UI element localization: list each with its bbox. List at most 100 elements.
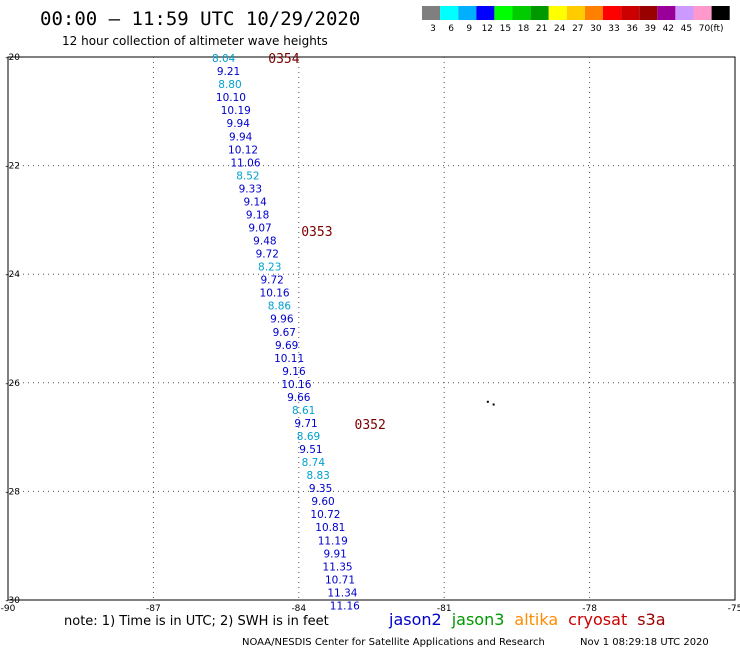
legend-swatch	[603, 6, 622, 20]
swh-value: 9.72	[260, 275, 283, 287]
legend-label: 12	[482, 24, 493, 34]
legend-swatch	[512, 6, 531, 20]
swh-value: 9.51	[299, 444, 322, 456]
swh-value: 10.71	[325, 574, 355, 586]
swh-value: 9.14	[243, 196, 267, 208]
legend-swatch	[675, 6, 694, 20]
latitude-tick-label: -20	[5, 53, 20, 63]
swh-value: 9.66	[287, 392, 311, 404]
legend-label: 70	[699, 24, 711, 34]
legend-label: 30	[590, 24, 602, 34]
satellite-label: altika	[514, 610, 558, 629]
satellite-label: jason2	[388, 610, 442, 629]
graticule	[8, 57, 735, 600]
swh-value: 9.69	[275, 340, 298, 352]
longitude-tick-label: -75	[728, 604, 740, 614]
latitude-tick-label: -24	[5, 270, 20, 280]
swh-value: 11.06	[230, 157, 260, 169]
swh-value: 9.71	[294, 418, 317, 430]
legend-swatch	[657, 6, 676, 20]
satellite-label: s3a	[637, 610, 665, 629]
land-mark	[486, 400, 489, 403]
swh-value: 9.72	[256, 249, 279, 261]
satellite-label: cryosat	[568, 610, 627, 629]
legend-swatch	[422, 6, 441, 20]
swh-value: 8.52	[236, 170, 259, 182]
legend-label: 45	[681, 24, 692, 34]
swh-value: 11.35	[323, 561, 353, 573]
swh-value: 10.16	[281, 379, 311, 391]
swh-value: 9.67	[273, 327, 296, 339]
legend-label: 39	[644, 24, 656, 34]
legend-label: 42	[663, 24, 674, 34]
swh-value: 8.69	[297, 431, 320, 443]
color-legend: 3 6 9 12 15 18 21 24 27 30 33 36 39 42 45 70	[422, 6, 730, 34]
latitude-tick-label: -26	[5, 379, 20, 389]
legend-label: 15	[500, 24, 511, 34]
swh-value: 9.48	[253, 236, 276, 248]
land-mark	[492, 403, 495, 406]
swh-value: 11.16	[330, 600, 360, 612]
longitude-tick-label: -84	[291, 604, 306, 614]
satellite-label: jason3	[451, 610, 505, 629]
legend-label: 18	[518, 24, 530, 34]
legend-swatch	[440, 6, 459, 20]
generated-timestamp: Nov 1 08:29:18 UTC 2020	[580, 637, 709, 648]
longitude-tick-label: -87	[146, 604, 161, 614]
time-label: 0353	[301, 225, 332, 240]
footnote: note: 1) Time is in UTC; 2) SWH is in fe…	[64, 614, 329, 629]
swh-value: 9.94	[229, 131, 253, 143]
page-subtitle: 12 hour collection of altimeter wave hei…	[62, 34, 328, 48]
swh-value: 8.74	[302, 457, 326, 469]
swh-value: 8.04	[212, 53, 236, 65]
land-marks	[486, 400, 495, 406]
legend-swatch	[566, 6, 585, 20]
latitude-tick-label: -22	[5, 162, 20, 172]
legend-swatch	[476, 6, 495, 20]
swh-value: 11.34	[327, 587, 357, 599]
time-labels: 0354 0353 0352	[268, 52, 386, 433]
swh-track: 8.049.218.8010.1010.199.949.9410.1211.06…	[212, 53, 360, 612]
longitude-tick-label: -78	[582, 604, 597, 614]
swh-value: 9.35	[309, 483, 332, 495]
time-label: 0354	[268, 52, 299, 67]
swh-value: 10.16	[260, 288, 290, 300]
latitude-tick-label: -28	[5, 487, 20, 497]
swh-value: 9.60	[311, 496, 334, 508]
swh-value: 9.07	[248, 223, 271, 235]
swh-value: 8.80	[218, 79, 241, 91]
legend-swatch	[530, 6, 549, 20]
legend-label: 27	[572, 24, 583, 34]
swh-value: 10.72	[310, 509, 340, 521]
swh-value: 10.12	[228, 144, 258, 156]
swh-value: 8.86	[268, 301, 292, 313]
legend-label: 21	[536, 24, 547, 34]
page-title: 00:00 – 11:59 UTC 10/29/2020	[40, 8, 360, 30]
legend-label: 9	[466, 24, 472, 34]
swh-value: 9.18	[246, 209, 269, 221]
plot-area: -90 -87 -84 -81 -78 -75 -20 -22 -24 -26 -28 -30 8.0…	[1, 52, 740, 614]
swh-value: 8.61	[292, 405, 315, 417]
legend-swatch	[584, 6, 603, 20]
legend-label: 24	[554, 24, 566, 34]
swh-value: 10.10	[216, 92, 246, 104]
swh-value: 10.11	[274, 353, 304, 365]
swh-value: 8.83	[306, 470, 329, 482]
swh-value: 10.19	[221, 105, 251, 117]
swh-value: 11.19	[318, 535, 348, 547]
legend-swatch	[711, 6, 730, 20]
latitude-tick-label: -30	[5, 596, 20, 606]
credit-line: NOAA/NESDIS Center for Satellite Applica…	[242, 637, 545, 648]
legend-swatch	[693, 6, 712, 20]
plot-frame	[7, 56, 736, 601]
satellite-legend: jason2 jason3 altika cryosat s3a	[388, 610, 666, 629]
longitude-tick-label: -81	[437, 604, 452, 614]
legend-label: 6	[448, 24, 454, 34]
legend-swatch	[639, 6, 658, 20]
legend-swatch	[548, 6, 567, 20]
swh-value: 8.23	[258, 262, 281, 274]
legend-swatch	[458, 6, 477, 20]
longitude-tick-label: -90	[1, 604, 16, 614]
swh-value: 9.96	[270, 314, 294, 326]
